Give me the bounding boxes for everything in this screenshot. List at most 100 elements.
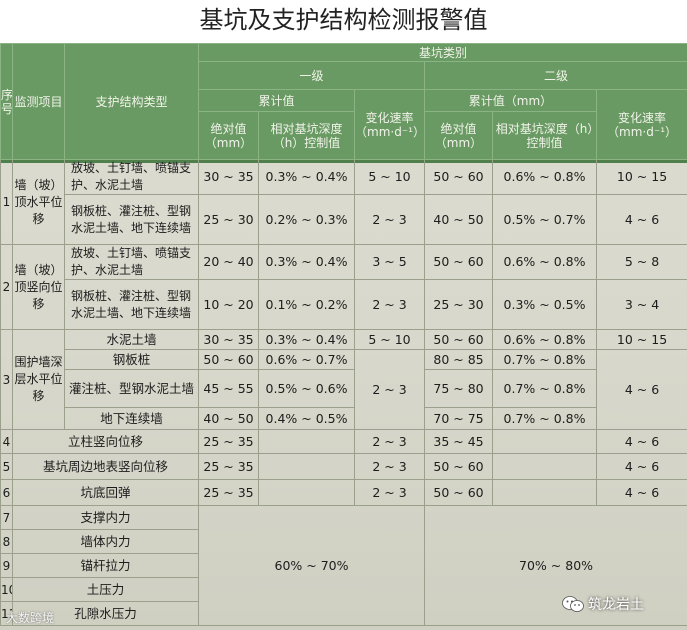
row-1-abs1: 30 ~ 35 <box>198 159 259 195</box>
row-7-abs2: 75 ~ 80 <box>424 369 493 408</box>
row-item-11: 孔隙水压力 <box>12 601 199 626</box>
row-7-rel2: 0.7% ~ 0.8% <box>492 369 597 408</box>
row-9-rate2: 4 ~ 6 <box>595 429 687 454</box>
level1-header: 一级 <box>198 61 425 90</box>
group-3-rate2: 4 ~ 6 <box>595 349 687 430</box>
row-11-rel1 <box>258 479 355 506</box>
row-7-abs1: 45 ~ 55 <box>198 369 259 408</box>
row-10-rate2: 4 ~ 6 <box>595 453 687 480</box>
row-6-type: 钢板桩 <box>64 349 199 370</box>
col-no-header: 序号 <box>0 43 13 160</box>
row-5-abs1: 30 ~ 35 <box>198 329 259 350</box>
cum1-header: 累计值 <box>198 89 355 112</box>
group-2-no: 2 <box>0 244 13 330</box>
row-item-5: 基坑周边地表竖向位移 <box>12 453 199 480</box>
row-item-8: 墙体内力 <box>12 529 199 554</box>
row-1-rel2: 0.6% ~ 0.8% <box>492 159 597 195</box>
group-3-no: 3 <box>0 329 13 430</box>
row-11-abs2: 50 ~ 60 <box>424 479 493 506</box>
row-2-type: 钢板桩、灌注桩、型钢水泥土墙、地下连续墙 <box>64 194 199 245</box>
rate1-header: 变化速率（mm·d⁻¹） <box>354 89 425 160</box>
row-3-rel1: 0.3% ~ 0.4% <box>258 244 355 280</box>
category-header: 基坑类别 <box>197 43 687 62</box>
row-9-abs2: 35 ~ 45 <box>424 429 493 454</box>
row-3-type: 放坡、土钉墙、喷锚支护、水泥土墙 <box>64 244 199 280</box>
row-7-rel1: 0.5% ~ 0.6% <box>258 369 355 408</box>
row-5-rate1: 5 ~ 10 <box>354 329 425 350</box>
row-10-abs2: 50 ~ 60 <box>424 453 493 480</box>
wechat-icon <box>562 596 584 612</box>
row-10-rel1 <box>258 453 355 480</box>
level2-header: 二级 <box>423 61 687 90</box>
row-item-7: 支撑内力 <box>12 505 199 530</box>
group-1-item: 墙（坡）顶水平位移 <box>12 159 65 245</box>
row-no-5: 5 <box>0 453 13 480</box>
row-5-abs2: 50 ~ 60 <box>424 329 493 350</box>
rel2-header: 相对基坑深度（h）控制值 <box>492 111 597 160</box>
group-2-item: 墙（坡）顶竖向位移 <box>12 244 65 330</box>
row-3-rate2: 5 ~ 8 <box>595 244 687 280</box>
row-no-6: 6 <box>0 479 13 506</box>
watermark-left: 大数跨境 <box>6 611 55 625</box>
cum2-header: 累计值（mm） <box>424 89 597 112</box>
row-no-7: 7 <box>0 505 13 530</box>
group-3-item: 围护墙深层水平位移 <box>12 329 65 430</box>
row-no-9: 9 <box>0 553 13 578</box>
row-8-type: 地下连续墙 <box>64 407 199 430</box>
row-3-abs1: 20 ~ 40 <box>198 244 259 280</box>
row-1-abs2: 50 ~ 60 <box>424 159 493 195</box>
row-4-abs2: 25 ~ 30 <box>424 279 493 330</box>
row-no-8: 8 <box>0 529 13 554</box>
row-4-rate1: 2 ~ 3 <box>354 279 425 330</box>
rel1-header: 相对基坑深度（h）控制值 <box>258 111 355 160</box>
row-no-4: 4 <box>0 429 13 454</box>
row-3-abs2: 50 ~ 60 <box>424 244 493 280</box>
group-1-no: 1 <box>0 159 13 245</box>
row-11-rel2 <box>492 479 597 506</box>
row-2-rel1: 0.2% ~ 0.3% <box>258 194 355 245</box>
row-item-4: 立柱竖向位移 <box>12 429 199 454</box>
row-3-rel2: 0.6% ~ 0.8% <box>492 244 597 280</box>
row-9-abs1: 25 ~ 35 <box>198 429 259 454</box>
row-10-abs1: 25 ~ 35 <box>198 453 259 480</box>
row-5-rate2: 10 ~ 15 <box>595 329 687 350</box>
row-11-rate1: 2 ~ 3 <box>354 479 425 506</box>
row-3-rate1: 3 ~ 5 <box>354 244 425 280</box>
row-no-10: 10 <box>0 577 13 602</box>
row-5-rel1: 0.3% ~ 0.4% <box>258 329 355 350</box>
row-6-abs2: 80 ~ 85 <box>424 349 493 370</box>
abs1-header: 绝对值（mm） <box>198 111 259 160</box>
force-level2: 70% ~ 80% <box>423 505 687 626</box>
row-2-abs1: 25 ~ 30 <box>198 194 259 245</box>
row-8-abs2: 70 ~ 75 <box>424 407 493 430</box>
row-4-rel2: 0.3% ~ 0.5% <box>492 279 597 330</box>
alarm-table: 序号 监测项目 支护结构类型 基坑类别 一级 二级 累计值 变化速率（mm·d⁻… <box>0 43 687 626</box>
row-5-type: 水泥土墙 <box>64 329 199 350</box>
row-9-rate1: 2 ~ 3 <box>354 429 425 454</box>
abs2-header: 绝对值（mm） <box>424 111 493 160</box>
group-3-rate1: 2 ~ 3 <box>354 349 425 430</box>
rate2-header: 变化速率（mm·d⁻¹） <box>595 89 687 160</box>
row-4-rate2: 3 ~ 4 <box>595 279 687 330</box>
row-2-rate2: 4 ~ 6 <box>595 194 687 245</box>
row-7-type: 灌注桩、型钢水泥土墙 <box>64 369 199 408</box>
row-8-rel2: 0.7% ~ 0.8% <box>492 407 597 430</box>
table-photo: 序号 监测项目 支护结构类型 基坑类别 一级 二级 累计值 变化速率（mm·d⁻… <box>0 43 687 630</box>
row-1-rate1: 5 ~ 10 <box>354 159 425 195</box>
row-6-rel2: 0.7% ~ 0.8% <box>492 349 597 370</box>
row-11-rate2: 4 ~ 6 <box>595 479 687 506</box>
row-1-rate2: 10 ~ 15 <box>595 159 687 195</box>
row-2-rate1: 2 ~ 3 <box>354 194 425 245</box>
row-8-abs1: 40 ~ 50 <box>198 407 259 430</box>
row-8-rel1: 0.4% ~ 0.5% <box>258 407 355 430</box>
row-6-rel1: 0.6% ~ 0.7% <box>258 349 355 370</box>
row-10-rel2 <box>492 453 597 480</box>
row-1-type: 放坡、土钉墙、喷锚支护、水泥土墙 <box>64 159 199 195</box>
row-10-rate1: 2 ~ 3 <box>354 453 425 480</box>
row-item-9: 锚杆拉力 <box>12 553 199 578</box>
row-2-rel2: 0.5% ~ 0.7% <box>492 194 597 245</box>
row-4-rel1: 0.1% ~ 0.2% <box>258 279 355 330</box>
row-11-abs1: 25 ~ 35 <box>198 479 259 506</box>
row-1-rel1: 0.3% ~ 0.4% <box>258 159 355 195</box>
row-item-6: 坑底回弹 <box>12 479 199 506</box>
